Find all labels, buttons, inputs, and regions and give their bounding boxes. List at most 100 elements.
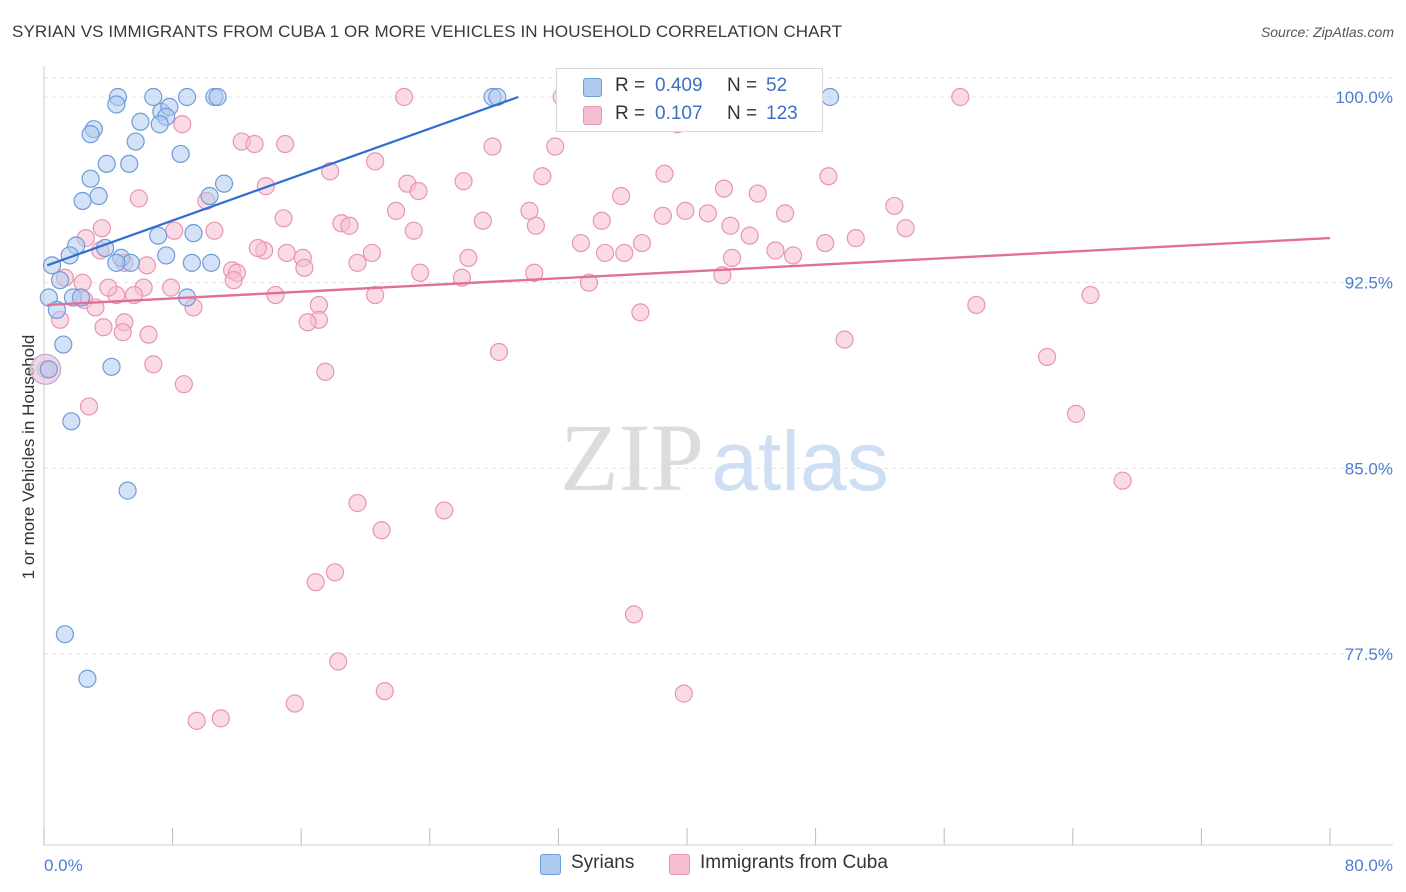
cuba-point [295,258,314,277]
cuba-point [144,355,163,374]
y-tick-label: 77.5% [1345,645,1393,664]
cuba-point [674,684,693,703]
syrians-point [62,412,81,431]
syrians-point [107,95,126,114]
stats-legend: R = 0.409 N = 52 R = 0.107 N = 123 [556,68,823,132]
cuba-point [1081,285,1100,305]
syrians-point [50,271,70,290]
syrians-point [89,186,108,206]
cuba-point [592,211,611,230]
legend-row-cuba: R = 0.107 N = 123 [557,101,822,129]
y-tick-label: 85.0% [1345,459,1393,478]
cuba-point [546,137,565,156]
syrians-point [182,253,201,272]
cuba-point [409,181,428,201]
cuba-point [129,189,148,208]
cuba-point [483,137,502,156]
cuba-point [139,325,158,344]
syrians-point [126,132,145,151]
cuba-point [325,563,345,582]
cuba-point [896,219,915,238]
cuba-point [676,201,695,220]
cuba-point [248,238,267,258]
cuba-point [211,709,230,728]
cuba-point [489,342,509,362]
bottom-legend-label-cuba: Immigrants from Cuba [700,852,888,873]
chart-source: Source: ZipAtlas.com [1260,24,1394,40]
cuba-point [766,241,785,260]
cuba-point [885,196,904,216]
cuba-point [714,179,734,198]
cuba-point [348,253,367,272]
syrians-point [150,115,169,134]
syrians-point [54,335,73,354]
y-axis-label: 1 or more Vehicles in Household [19,335,38,580]
cuba-point [459,248,478,268]
watermark-atlas: atlas [711,414,888,508]
legend-n-label: N = [727,103,758,124]
cuba-point [173,115,192,134]
syrians-point [78,669,97,688]
y-tick-label: 92.5% [1345,274,1393,293]
cuba-point [473,211,492,230]
cuba-point [394,87,414,107]
legend-swatch-syrians [583,78,602,97]
syrians-point [200,186,219,206]
cuba-point [321,162,340,181]
cuba-point [698,204,717,223]
trend-lines [46,95,1331,307]
syrians-point [157,246,176,265]
cuba-point [816,233,835,253]
cuba-point [951,87,970,107]
cuba-point [329,652,348,671]
legend-row-syrians: R = 0.409 N = 52 [557,73,822,101]
syrians-point [102,357,121,376]
grid-lines [44,77,1393,655]
cuba-point [276,134,295,154]
cuba-point [748,184,767,203]
x-tick-label-left: 0.0% [44,856,83,875]
syrians-point [107,253,126,272]
syrians-point [39,360,58,379]
cuba-point [366,152,385,171]
syrians-point [118,481,137,500]
cuba-point [266,285,285,305]
syrians-point [81,125,100,144]
y-tick-label: 100.0% [1335,88,1393,107]
cuba-point [224,271,243,290]
syrians-point [177,87,197,107]
syrians-point [144,87,163,107]
cuba-point [579,273,599,292]
cuba-point [79,397,99,416]
cuba-point [340,216,359,235]
cuba-point [348,493,367,513]
legend-r-label: R = [615,103,646,124]
watermark-zip: ZIP [560,404,704,511]
legend-n-label: N = [727,75,758,96]
cuba-point [624,605,644,624]
cuba-point [187,711,206,730]
cuba-point [655,164,674,183]
syrians-point [171,144,190,164]
chart-title: SYRIAN VS IMMIGRANTS FROM CUBA 1 OR MORE… [12,22,843,41]
cuba-point [615,243,634,263]
cuba-point [298,313,317,332]
cuba-point [525,263,544,282]
cuba-point [571,233,591,253]
x-tick-label-right: 80.0% [1345,856,1393,875]
cuba-point [94,318,113,337]
syrians-point [55,625,74,644]
cuba-point [161,278,181,297]
syrians-point [42,256,62,275]
trend-line-cuba [47,236,1331,307]
cuba-point [137,256,156,275]
cuba-point [375,682,394,701]
syrians-point [120,154,139,173]
bottom-legend-swatch-syrians [540,854,561,875]
cuba-point [631,303,650,322]
syrians-point [202,253,221,272]
syrians-point [73,191,92,211]
cuba-point [92,219,111,238]
cuba-point [205,221,224,240]
